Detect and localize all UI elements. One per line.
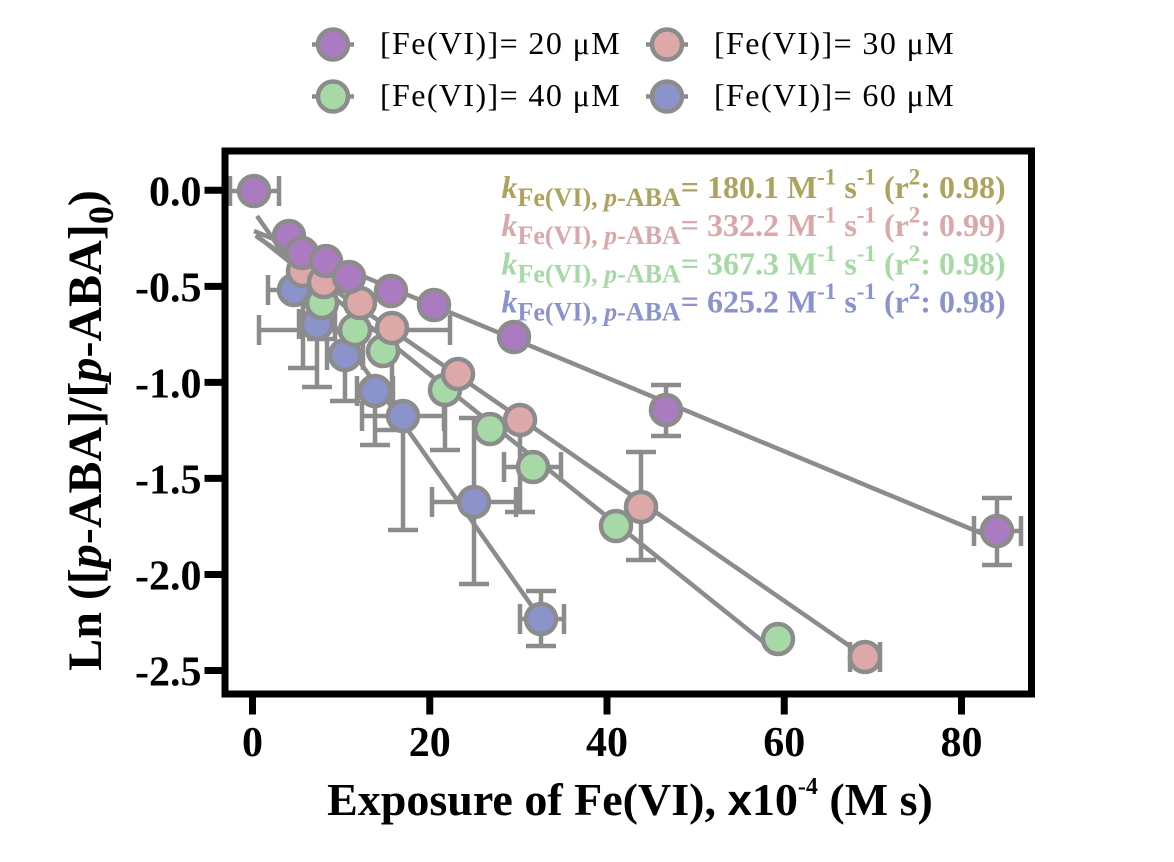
svg-text:[Fe(VI)]= 40 μM: [Fe(VI)]= 40 μM [380,77,621,113]
svg-text:-2.0: -2.0 [135,554,202,600]
svg-text:[Fe(VI)]= 20 μM: [Fe(VI)]= 20 μM [380,25,621,61]
svg-text:[Fe(VI)]= 30 μM: [Fe(VI)]= 30 μM [714,25,955,61]
svg-text:0.0: 0.0 [149,169,202,215]
svg-text:40: 40 [586,720,628,766]
svg-text:[Fe(VI)]= 60 μM: [Fe(VI)]= 60 μM [714,77,955,113]
svg-text:-2.5: -2.5 [135,650,202,696]
svg-text:-1.5: -1.5 [135,457,202,503]
svg-text:60: 60 [763,720,805,766]
svg-text:kFe(VI), p-ABA= 180.1 M-1 s-1: kFe(VI), p-ABA= 180.1 M-1 s-1 (r2: 0.98) [502,165,1006,213]
svg-text:0: 0 [242,720,263,766]
svg-text:Exposure of Fe(VI), x10-4 (M s: Exposure of Fe(VI), x10-4 (M s) [327,774,933,825]
svg-text:20: 20 [409,720,451,766]
svg-text:kFe(VI), p-ABA= 332.2 M-1 s-1: kFe(VI), p-ABA= 332.2 M-1 s-1 (r2: 0.99) [502,203,1006,251]
svg-text:Ln ([p-ABA]/[p-ABA]0): Ln ([p-ABA]/[p-ABA]0) [59,190,121,671]
svg-text:-1.0: -1.0 [135,361,202,407]
svg-text:kFe(VI), p-ABA= 367.3 M-1 s-1: kFe(VI), p-ABA= 367.3 M-1 s-1 (r2: 0.98) [502,241,1006,289]
svg-text:kFe(VI), p-ABA= 625.2 M-1 s-1: kFe(VI), p-ABA= 625.2 M-1 s-1 (r2: 0.98) [502,279,1006,327]
svg-text:80: 80 [941,720,983,766]
svg-text:-0.5: -0.5 [135,265,202,311]
